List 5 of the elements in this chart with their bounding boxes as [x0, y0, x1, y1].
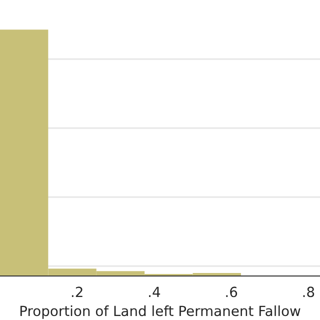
x-axis-title: Proportion of Land left Permanent Fallow: [20, 305, 300, 319]
x-tick-label: .8: [303, 286, 314, 298]
x-tick-label: .6: [226, 286, 238, 298]
x-tick-label: .4: [149, 286, 160, 297]
x-tick-label: .2: [72, 286, 82, 297]
